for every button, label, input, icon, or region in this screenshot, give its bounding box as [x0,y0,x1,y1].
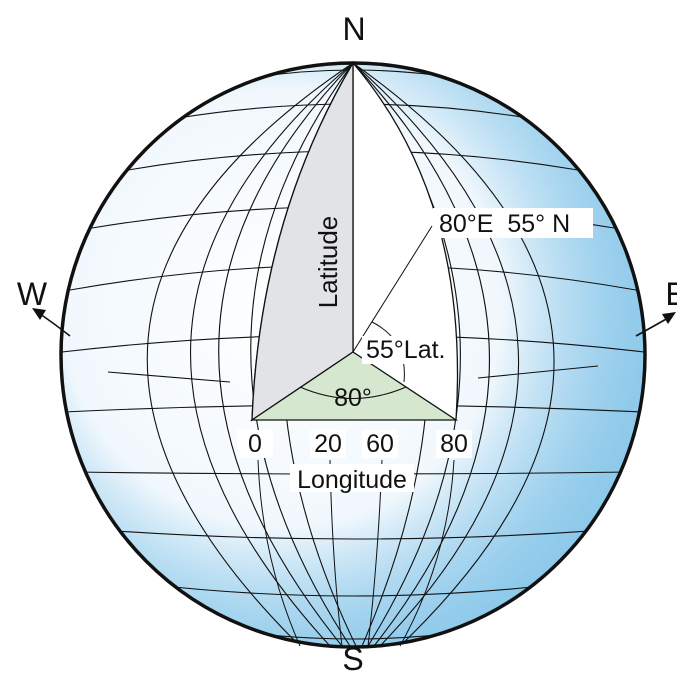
globe-outline [59,61,647,649]
longitude-label-bg [290,464,414,492]
meridian-line [218,63,354,647]
equator-stub-left [107,371,231,383]
parallel-line [101,529,605,540]
ray-to-point [352,225,433,353]
meridian-line [352,63,519,647]
west-arrow-head [32,308,46,320]
point-label: 80°E 55° N [439,210,570,238]
lat-angle-label: 55°Lat. [366,336,446,364]
longitude-tick-label: 20 [314,430,342,458]
meridian-line [352,63,555,647]
equator-stub-right [477,365,599,379]
south-label: S [342,641,363,675]
longitude-wedge [249,351,459,421]
longitude-tick-bg [237,430,273,458]
longitude-tick-bg [436,430,472,458]
point-label-bg [433,208,593,238]
longitude-tick-label: 0 [248,430,262,458]
meridian-line [352,63,491,647]
longitude-tick-bg [362,430,398,458]
longitude-tick-label: 60 [366,430,394,458]
meridian-line [146,63,354,647]
latitude-label: Latitude [313,216,343,309]
opened-segment [353,63,458,420]
meridian-line [250,63,354,647]
lon-angle-arc [299,386,407,399]
longitude-tick-bg [310,430,346,458]
longitude-label: Longitude [297,466,407,494]
west-label: W [17,276,48,312]
longitude-ticks: 0 20 60 80 [237,430,472,458]
lon-angle-label: 80° [334,384,372,412]
parallel-line [145,583,561,597]
east-label: E [665,276,677,312]
latitude-plane-shade [251,60,354,422]
meridian-line [190,63,354,647]
north-label: N [342,11,365,47]
longitude-tick-label: 80 [440,430,468,458]
east-arrow-head [662,312,676,324]
lat-angle-label-bg [362,336,454,364]
